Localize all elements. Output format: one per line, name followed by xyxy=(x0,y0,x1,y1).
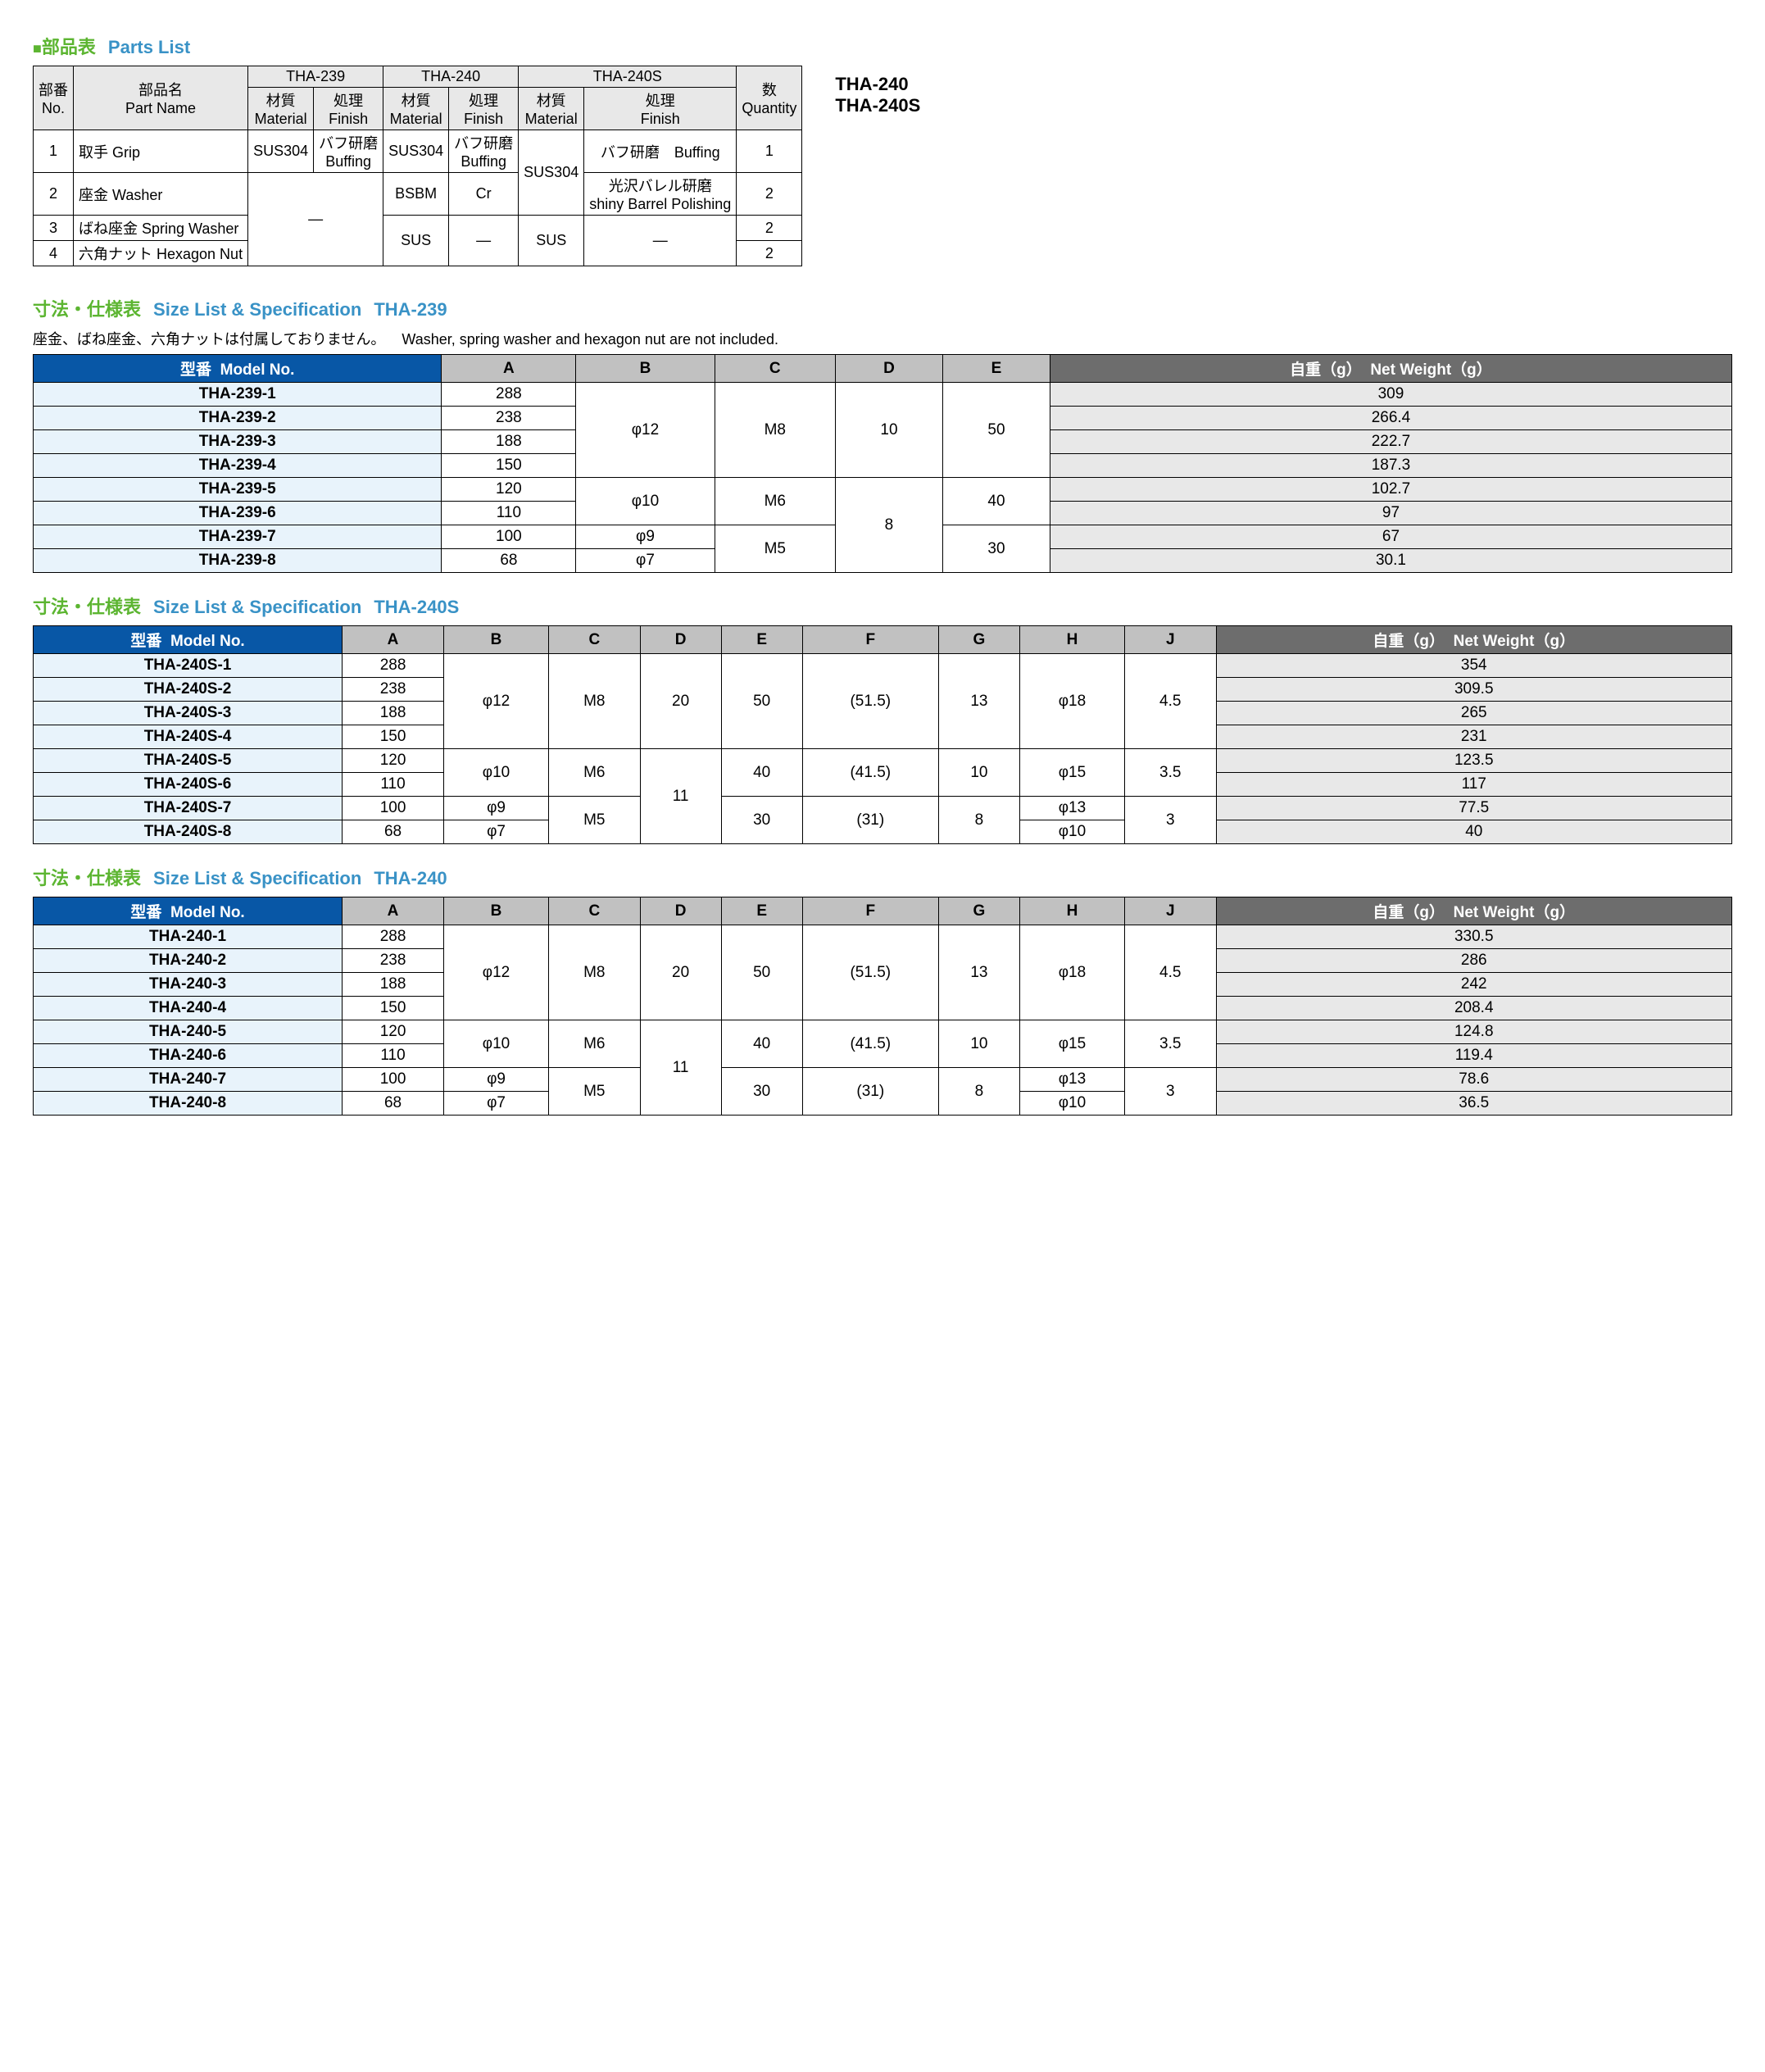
spec-240-title: 寸法・仕様表 Size List & Specification THA-240 xyxy=(33,864,1732,890)
diagram-240: THA-240 THA-240S xyxy=(835,66,1732,295)
spec-240s-title: 寸法・仕様表 Size List & Specification THA-240… xyxy=(33,593,1732,619)
spec-table-240s: 型番 Model No. ABCDEFGHJ 自重（g） Net Weight（… xyxy=(33,625,1732,844)
spec-table-239: 型番 Model No. A B C D E 自重（g） Net Weight（… xyxy=(33,354,1732,573)
note-239: 座金、ばね座金、六角ナットは付属しておりません。 Washer, spring … xyxy=(33,328,1732,349)
spec-table-240: 型番 Model No. ABCDEFGHJ 自重（g） Net Weight（… xyxy=(33,897,1732,1116)
parts-list-title: ■部品表 Parts List xyxy=(33,33,1732,59)
marker: ■ xyxy=(33,40,42,57)
spec-239-title: 寸法・仕様表 Size List & Specification THA-239 xyxy=(33,295,1732,321)
parts-list-table: 部番No. 部品名Part Name THA-239 THA-240 THA-2… xyxy=(33,66,802,266)
